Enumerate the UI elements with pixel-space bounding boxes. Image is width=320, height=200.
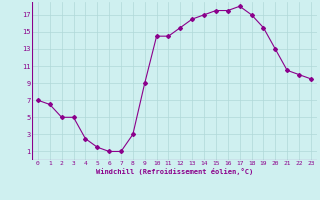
X-axis label: Windchill (Refroidissement éolien,°C): Windchill (Refroidissement éolien,°C) bbox=[96, 168, 253, 175]
